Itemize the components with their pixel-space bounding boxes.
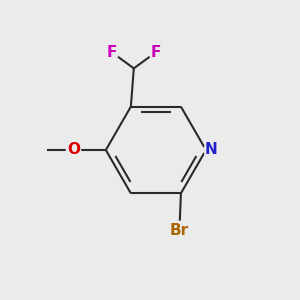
Text: O: O <box>67 142 80 158</box>
Circle shape <box>204 142 219 158</box>
Text: Br: Br <box>170 223 189 238</box>
Circle shape <box>149 45 163 59</box>
Circle shape <box>105 45 119 59</box>
Circle shape <box>171 221 188 239</box>
Circle shape <box>66 143 80 157</box>
Text: N: N <box>205 142 217 158</box>
Text: F: F <box>106 45 117 60</box>
Text: F: F <box>151 45 161 60</box>
